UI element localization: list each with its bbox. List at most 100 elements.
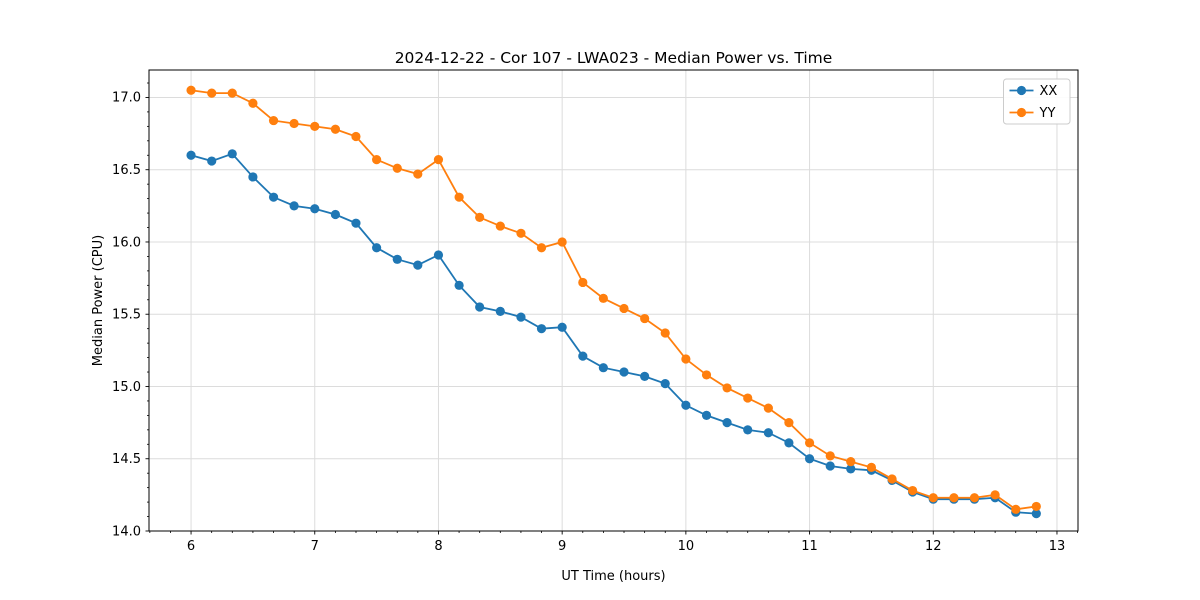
- series-YY-point: [619, 303, 629, 314]
- series-XX-point: [640, 371, 650, 381]
- chart-title: 2024-12-22 - Cor 107 - LWA023 - Median P…: [395, 49, 833, 67]
- y-tick-label: 16.5: [112, 163, 141, 178]
- series-YY-point: [990, 490, 1000, 500]
- series-YY-point: [433, 155, 444, 165]
- legend: XX YY: [1003, 78, 1071, 125]
- axes-layer: 6 7 8 9 10 11 12 13 14.0 14.5 15.0 15.5 16.0 16.5 17.0: [112, 69, 1079, 554]
- x-tick-label: 6: [187, 539, 195, 554]
- y-tick-label: 14.0: [112, 524, 141, 539]
- series-YY-point: [846, 457, 856, 467]
- series-XX-point: [433, 250, 444, 260]
- series-YY-point: [743, 393, 753, 403]
- series-YY-point: [392, 163, 402, 173]
- series-YY-point: [536, 243, 547, 253]
- grid-lines: [149, 70, 1078, 532]
- series-YY-point: [310, 121, 320, 131]
- series-XX-point: [268, 192, 279, 202]
- legend-label-XX: XX: [1040, 84, 1058, 99]
- series-XX-point: [392, 254, 402, 264]
- x-tick-label: 9: [558, 539, 566, 554]
- series-XX-point: [784, 438, 794, 448]
- x-tick-label: 12: [925, 539, 942, 554]
- x-tick-label: 10: [678, 539, 695, 554]
- series-YY-point: [969, 493, 980, 503]
- series-YY-point: [784, 418, 794, 428]
- y-tick-label: 17.0: [112, 91, 141, 106]
- series-YY-point: [330, 124, 341, 134]
- series-XX-point: [681, 400, 691, 410]
- y-tick-label: 15.0: [112, 380, 141, 395]
- x-tick-label: 13: [1049, 539, 1066, 554]
- y-axis-label: Median Power (CPU): [91, 235, 106, 366]
- series-YY-point: [248, 98, 258, 108]
- x-tick-label: 11: [801, 539, 818, 554]
- series-XX-point: [516, 312, 526, 322]
- series-XX-point: [475, 302, 485, 312]
- series-XX-point: [454, 280, 464, 290]
- legend-marker-YY: [1016, 107, 1027, 118]
- series-YY-point: [557, 237, 567, 247]
- series-XX-point: [722, 418, 732, 428]
- series-XX-point: [743, 425, 753, 435]
- series-YY-point: [660, 328, 670, 338]
- y-tick-label: 14.5: [112, 452, 141, 467]
- series-YY-line: [190, 89, 1037, 511]
- series-XX-point: [578, 351, 588, 361]
- y-tick-label: 15.5: [112, 308, 141, 323]
- series-XX-point: [495, 306, 505, 316]
- series-YY-point: [454, 192, 464, 202]
- y-tick-label: 16.0: [112, 235, 141, 250]
- series-YY-point: [908, 485, 918, 496]
- series-XX-point: [248, 172, 258, 182]
- series-YY-point: [763, 403, 773, 413]
- series-YY-point: [351, 131, 361, 142]
- series-YY-point: [372, 155, 382, 165]
- x-tick-label: 8: [434, 539, 442, 554]
- x-tick-label: 7: [311, 539, 319, 554]
- series-YY-point: [949, 493, 959, 503]
- series-YY-point: [475, 212, 485, 222]
- series-YY-point: [186, 85, 196, 95]
- series-YY-point: [887, 474, 897, 484]
- series-YY-point: [681, 354, 691, 364]
- series-XX-point: [289, 201, 299, 211]
- series-YY-point: [227, 88, 237, 98]
- series-XX-point: [413, 260, 423, 270]
- series-XX-point: [846, 464, 856, 474]
- series-YY-point: [268, 115, 279, 126]
- series-YY-point: [516, 228, 526, 238]
- series-YY-point: [598, 293, 608, 303]
- series-XX-point: [557, 322, 567, 332]
- series-YY-point: [825, 451, 835, 461]
- series-YY-point: [804, 438, 815, 448]
- series-XX-point: [330, 209, 341, 220]
- legend-label-YY: YY: [1039, 106, 1056, 121]
- series-YY-point: [1031, 501, 1041, 512]
- series-XX-point: [310, 204, 320, 214]
- series-YY-point: [495, 221, 505, 231]
- series-YY-point: [722, 383, 732, 393]
- series-YY-point: [640, 313, 650, 324]
- series-YY-point: [413, 169, 423, 179]
- series-YY-point: [701, 370, 712, 380]
- series-YY-point: [866, 462, 877, 473]
- x-axis-label: UT Time (hours): [561, 569, 665, 584]
- series-XX-point: [598, 363, 608, 373]
- series-XX-point: [619, 367, 629, 377]
- series-YY-point: [207, 88, 217, 98]
- plot-border: [148, 69, 1079, 532]
- legend-box: [1003, 78, 1071, 125]
- series-XX-point: [536, 324, 547, 334]
- legend-marker-XX: [1016, 85, 1027, 96]
- series-YY-point: [289, 118, 299, 129]
- series-XX-point: [186, 150, 196, 160]
- series-XX-point: [207, 156, 217, 166]
- series-XX-point: [351, 218, 361, 228]
- series-XX-point: [1031, 509, 1041, 519]
- series-YY-point: [928, 493, 938, 503]
- series-XX-point: [701, 410, 712, 420]
- series-XX-point: [825, 461, 835, 471]
- series-XX-point: [804, 454, 815, 464]
